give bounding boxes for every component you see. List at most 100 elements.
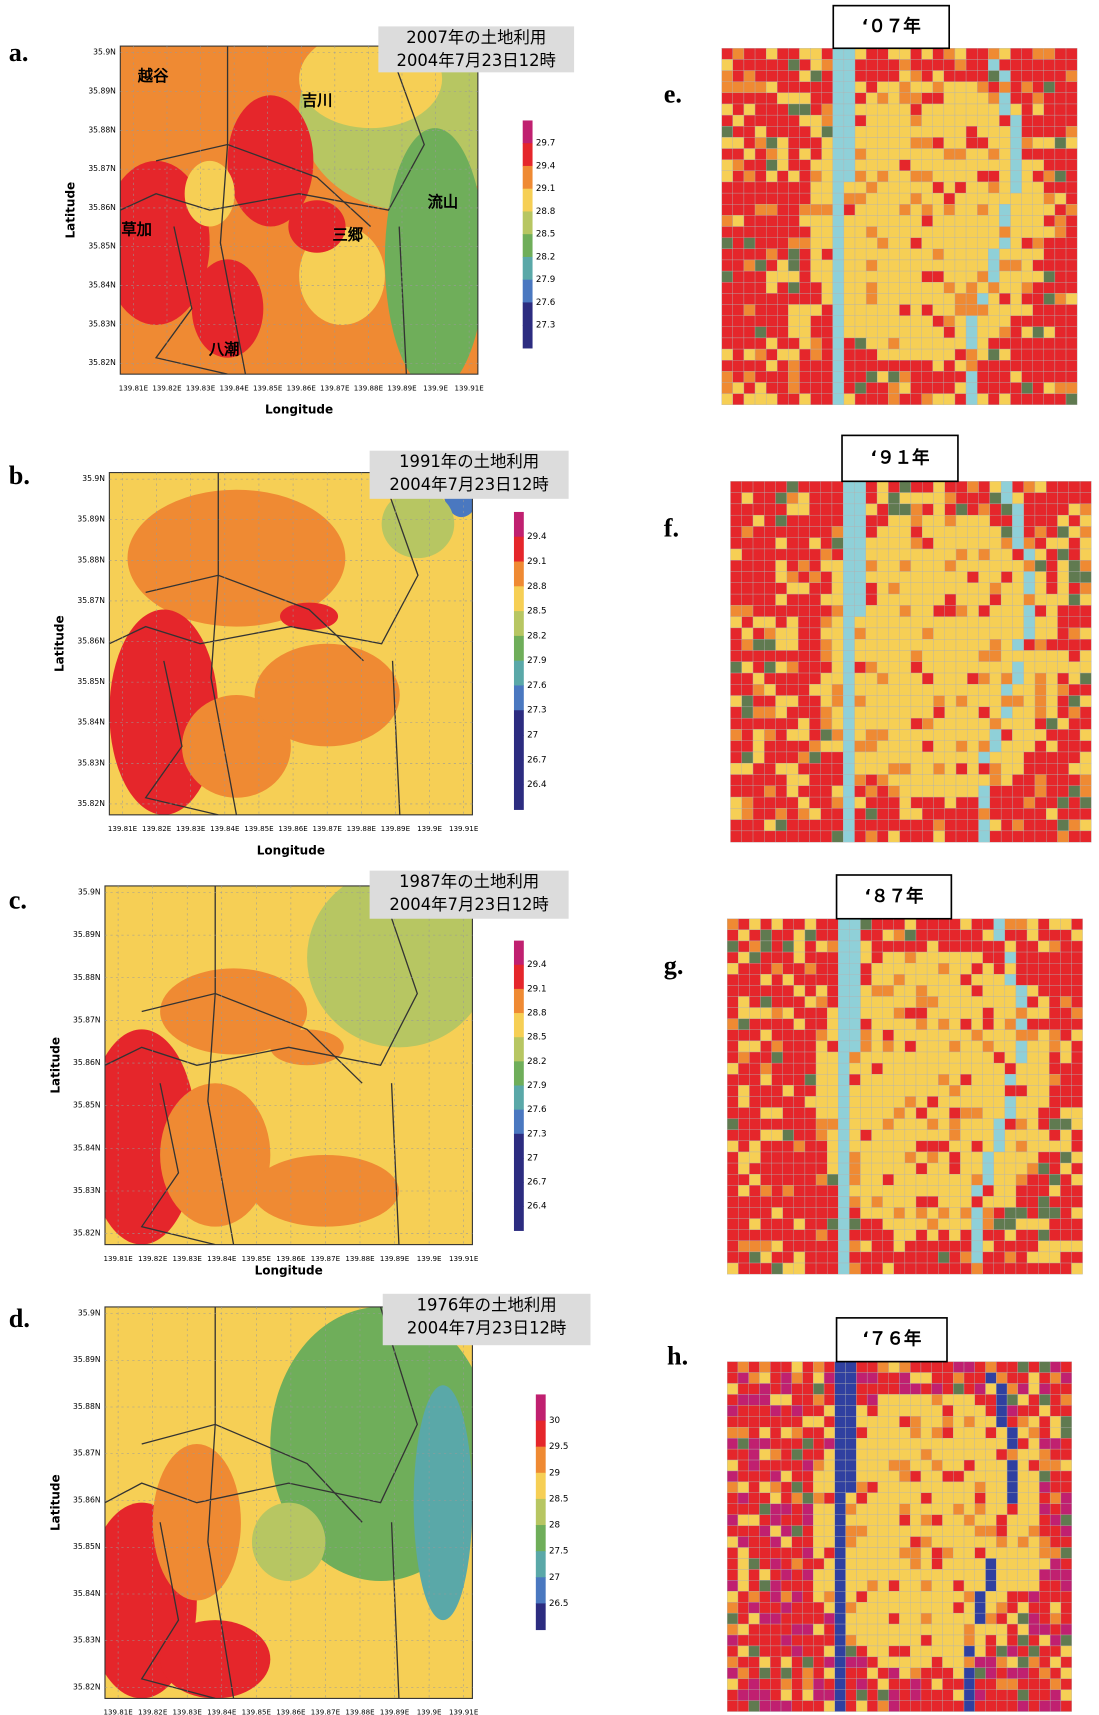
colorbar-segment bbox=[536, 1421, 546, 1448]
land-cell bbox=[783, 1119, 794, 1130]
land-cell bbox=[759, 1591, 770, 1602]
land-cell bbox=[727, 1701, 738, 1712]
land-cell bbox=[1001, 797, 1012, 808]
land-cell bbox=[900, 481, 911, 492]
land-cell bbox=[888, 394, 899, 405]
land-cell bbox=[899, 338, 910, 349]
land-cell bbox=[1044, 59, 1055, 70]
land-cell bbox=[844, 305, 855, 316]
land-cell bbox=[738, 1141, 749, 1152]
land-cell bbox=[832, 797, 843, 808]
land-cell bbox=[838, 985, 849, 996]
colorbar-segment bbox=[514, 1013, 524, 1038]
land-cell bbox=[792, 1635, 803, 1646]
land-cell bbox=[799, 104, 810, 115]
land-cell bbox=[988, 260, 999, 271]
land-cell bbox=[933, 696, 944, 707]
land-cell bbox=[1080, 605, 1091, 616]
land-cell bbox=[770, 1504, 781, 1515]
land-cell bbox=[1018, 1613, 1029, 1624]
land-cell bbox=[922, 684, 933, 695]
land-cell bbox=[1027, 952, 1038, 963]
land-cell bbox=[1016, 1130, 1027, 1141]
land-cell bbox=[1016, 963, 1027, 974]
land-cell bbox=[999, 171, 1010, 182]
land-cell bbox=[986, 1416, 997, 1427]
land-cell bbox=[759, 1482, 770, 1493]
land-cell bbox=[990, 707, 1001, 718]
land-cell bbox=[799, 137, 810, 148]
land-cell bbox=[787, 650, 798, 661]
land-cell bbox=[772, 1196, 783, 1207]
land-cell bbox=[1033, 271, 1044, 282]
land-cell bbox=[764, 639, 775, 650]
land-cell bbox=[844, 71, 855, 82]
land-cell bbox=[877, 775, 888, 786]
land-cell bbox=[855, 115, 866, 126]
land-cell bbox=[975, 1427, 986, 1438]
land-cell bbox=[794, 1163, 805, 1174]
land-cell bbox=[753, 752, 764, 763]
land-cell bbox=[922, 741, 933, 752]
land-cell bbox=[988, 104, 999, 115]
land-cell bbox=[1066, 227, 1077, 238]
land-cell bbox=[1061, 1657, 1072, 1668]
colorbar-segment bbox=[536, 1473, 546, 1500]
land-cell bbox=[783, 1263, 794, 1274]
land-cell bbox=[1044, 316, 1055, 327]
land-cell bbox=[922, 93, 933, 104]
land-cell bbox=[933, 160, 944, 171]
land-cell bbox=[727, 1008, 738, 1019]
land-cell bbox=[822, 149, 833, 160]
land-cell bbox=[1055, 338, 1066, 349]
land-cell bbox=[872, 1252, 883, 1263]
land-cell bbox=[727, 1119, 738, 1130]
land-cell bbox=[1069, 481, 1080, 492]
land-cell bbox=[942, 1493, 953, 1504]
panel-label: b. bbox=[9, 461, 30, 490]
land-cell bbox=[996, 1526, 1007, 1537]
land-cell bbox=[972, 952, 983, 963]
land-cell bbox=[770, 1405, 781, 1416]
land-cell bbox=[916, 941, 927, 952]
land-cell bbox=[866, 718, 877, 729]
land-cell bbox=[949, 1174, 960, 1185]
land-cell bbox=[1029, 1394, 1040, 1405]
land-cell bbox=[805, 974, 816, 985]
land-cell bbox=[827, 963, 838, 974]
land-cell bbox=[933, 684, 944, 695]
lon-tick-label: 139.84E bbox=[207, 1254, 237, 1263]
land-cell bbox=[922, 481, 933, 492]
land-cell bbox=[843, 526, 854, 537]
land-cell bbox=[967, 729, 978, 740]
land-cell bbox=[799, 227, 810, 238]
land-cell bbox=[776, 718, 787, 729]
land-cell bbox=[755, 238, 766, 249]
land-cell bbox=[805, 1252, 816, 1263]
land-cell bbox=[866, 71, 877, 82]
land-cell bbox=[945, 662, 956, 673]
land-cell bbox=[764, 707, 775, 718]
land-cell bbox=[1046, 820, 1057, 831]
land-cell bbox=[730, 594, 741, 605]
land-cell bbox=[911, 707, 922, 718]
land-cell bbox=[905, 1263, 916, 1274]
land-cell bbox=[727, 1019, 738, 1030]
land-cell bbox=[883, 1119, 894, 1130]
land-cell bbox=[781, 1504, 792, 1515]
land-cell bbox=[733, 305, 744, 316]
land-cell bbox=[792, 1471, 803, 1482]
land-cell bbox=[860, 930, 871, 941]
land-cell bbox=[727, 1063, 738, 1074]
land-cell bbox=[960, 1008, 971, 1019]
land-cell bbox=[794, 1030, 805, 1041]
land-cell bbox=[944, 382, 955, 393]
land-cell bbox=[1001, 696, 1012, 707]
land-cell bbox=[827, 1185, 838, 1196]
land-cell bbox=[866, 639, 877, 650]
land-cell bbox=[899, 1537, 910, 1548]
land-cell bbox=[855, 786, 866, 797]
land-cell bbox=[738, 1537, 749, 1548]
land-cell bbox=[833, 126, 844, 137]
land-cell bbox=[866, 504, 877, 515]
